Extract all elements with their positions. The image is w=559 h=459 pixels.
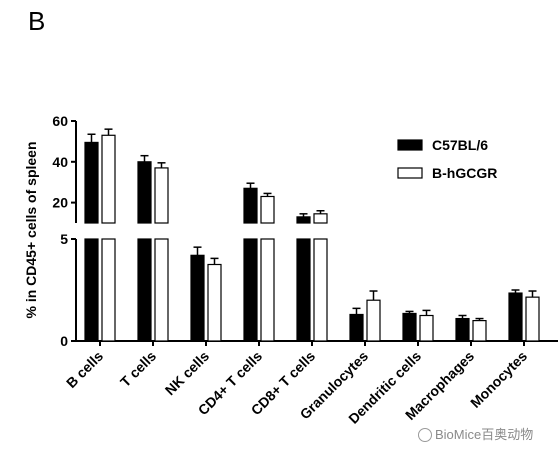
bar-c57bl6-lower xyxy=(137,238,152,342)
bar-b-hgcgr-lower xyxy=(313,238,328,342)
legend-swatch xyxy=(397,139,423,151)
legend-label: C57BL/6 xyxy=(432,137,488,153)
x-tick-label: T cells xyxy=(117,348,159,390)
panel-label: B xyxy=(28,6,46,36)
watermark: BioMice百奥动物 xyxy=(418,424,533,443)
bar-b-hgcgr xyxy=(472,320,487,342)
bar-c57bl6-lower xyxy=(84,238,99,342)
legend-label: B-hGCGR xyxy=(432,165,497,181)
bar-b-hgcgr xyxy=(207,263,222,342)
y-tick-label: 40 xyxy=(52,154,68,170)
watermark-text: BioMice百奥动物 xyxy=(435,427,534,442)
bar-b-hgcgr xyxy=(366,299,381,342)
bar-b-hgcgr xyxy=(101,134,116,224)
bar-c57bl6 xyxy=(508,292,523,342)
y-axis-label: % in CD45+ cells of spleen xyxy=(23,141,39,318)
bar-b-hgcgr xyxy=(525,296,540,342)
bar-c57bl6 xyxy=(349,313,364,342)
chart-bars xyxy=(84,128,540,342)
bar-b-hgcgr xyxy=(419,314,434,342)
bar-b-hgcgr xyxy=(154,167,169,224)
bar-c57bl6-lower xyxy=(296,238,311,342)
bar-c57bl6 xyxy=(455,317,470,342)
bar-c57bl6 xyxy=(137,161,152,224)
bar-c57bl6 xyxy=(243,187,258,224)
x-tick-label: B cells xyxy=(63,348,106,391)
y-tick-label: 20 xyxy=(52,195,68,211)
bar-c57bl6 xyxy=(190,254,205,342)
y-tick-label: 5 xyxy=(60,231,68,247)
bar-c57bl6 xyxy=(84,141,99,224)
x-tick-label: Monocytes xyxy=(467,348,530,411)
bar-b-hgcgr-lower xyxy=(154,238,169,342)
watermark-icon xyxy=(418,428,432,442)
bar-b-hgcgr-lower xyxy=(101,238,116,342)
bar-b-hgcgr xyxy=(313,213,328,224)
y-tick-label: 0 xyxy=(60,333,68,349)
bar-c57bl6-lower xyxy=(243,238,258,342)
bar-b-hgcgr-lower xyxy=(260,238,275,342)
y-tick-label: 60 xyxy=(52,113,68,129)
bar-c57bl6 xyxy=(402,312,417,342)
bar-c57bl6 xyxy=(296,216,311,224)
chart-legend: C57BL/6 B-hGCGR xyxy=(397,137,497,181)
legend-swatch xyxy=(397,167,423,179)
bar-b-hgcgr xyxy=(260,195,275,224)
x-tick-label: NK cells xyxy=(162,348,213,399)
